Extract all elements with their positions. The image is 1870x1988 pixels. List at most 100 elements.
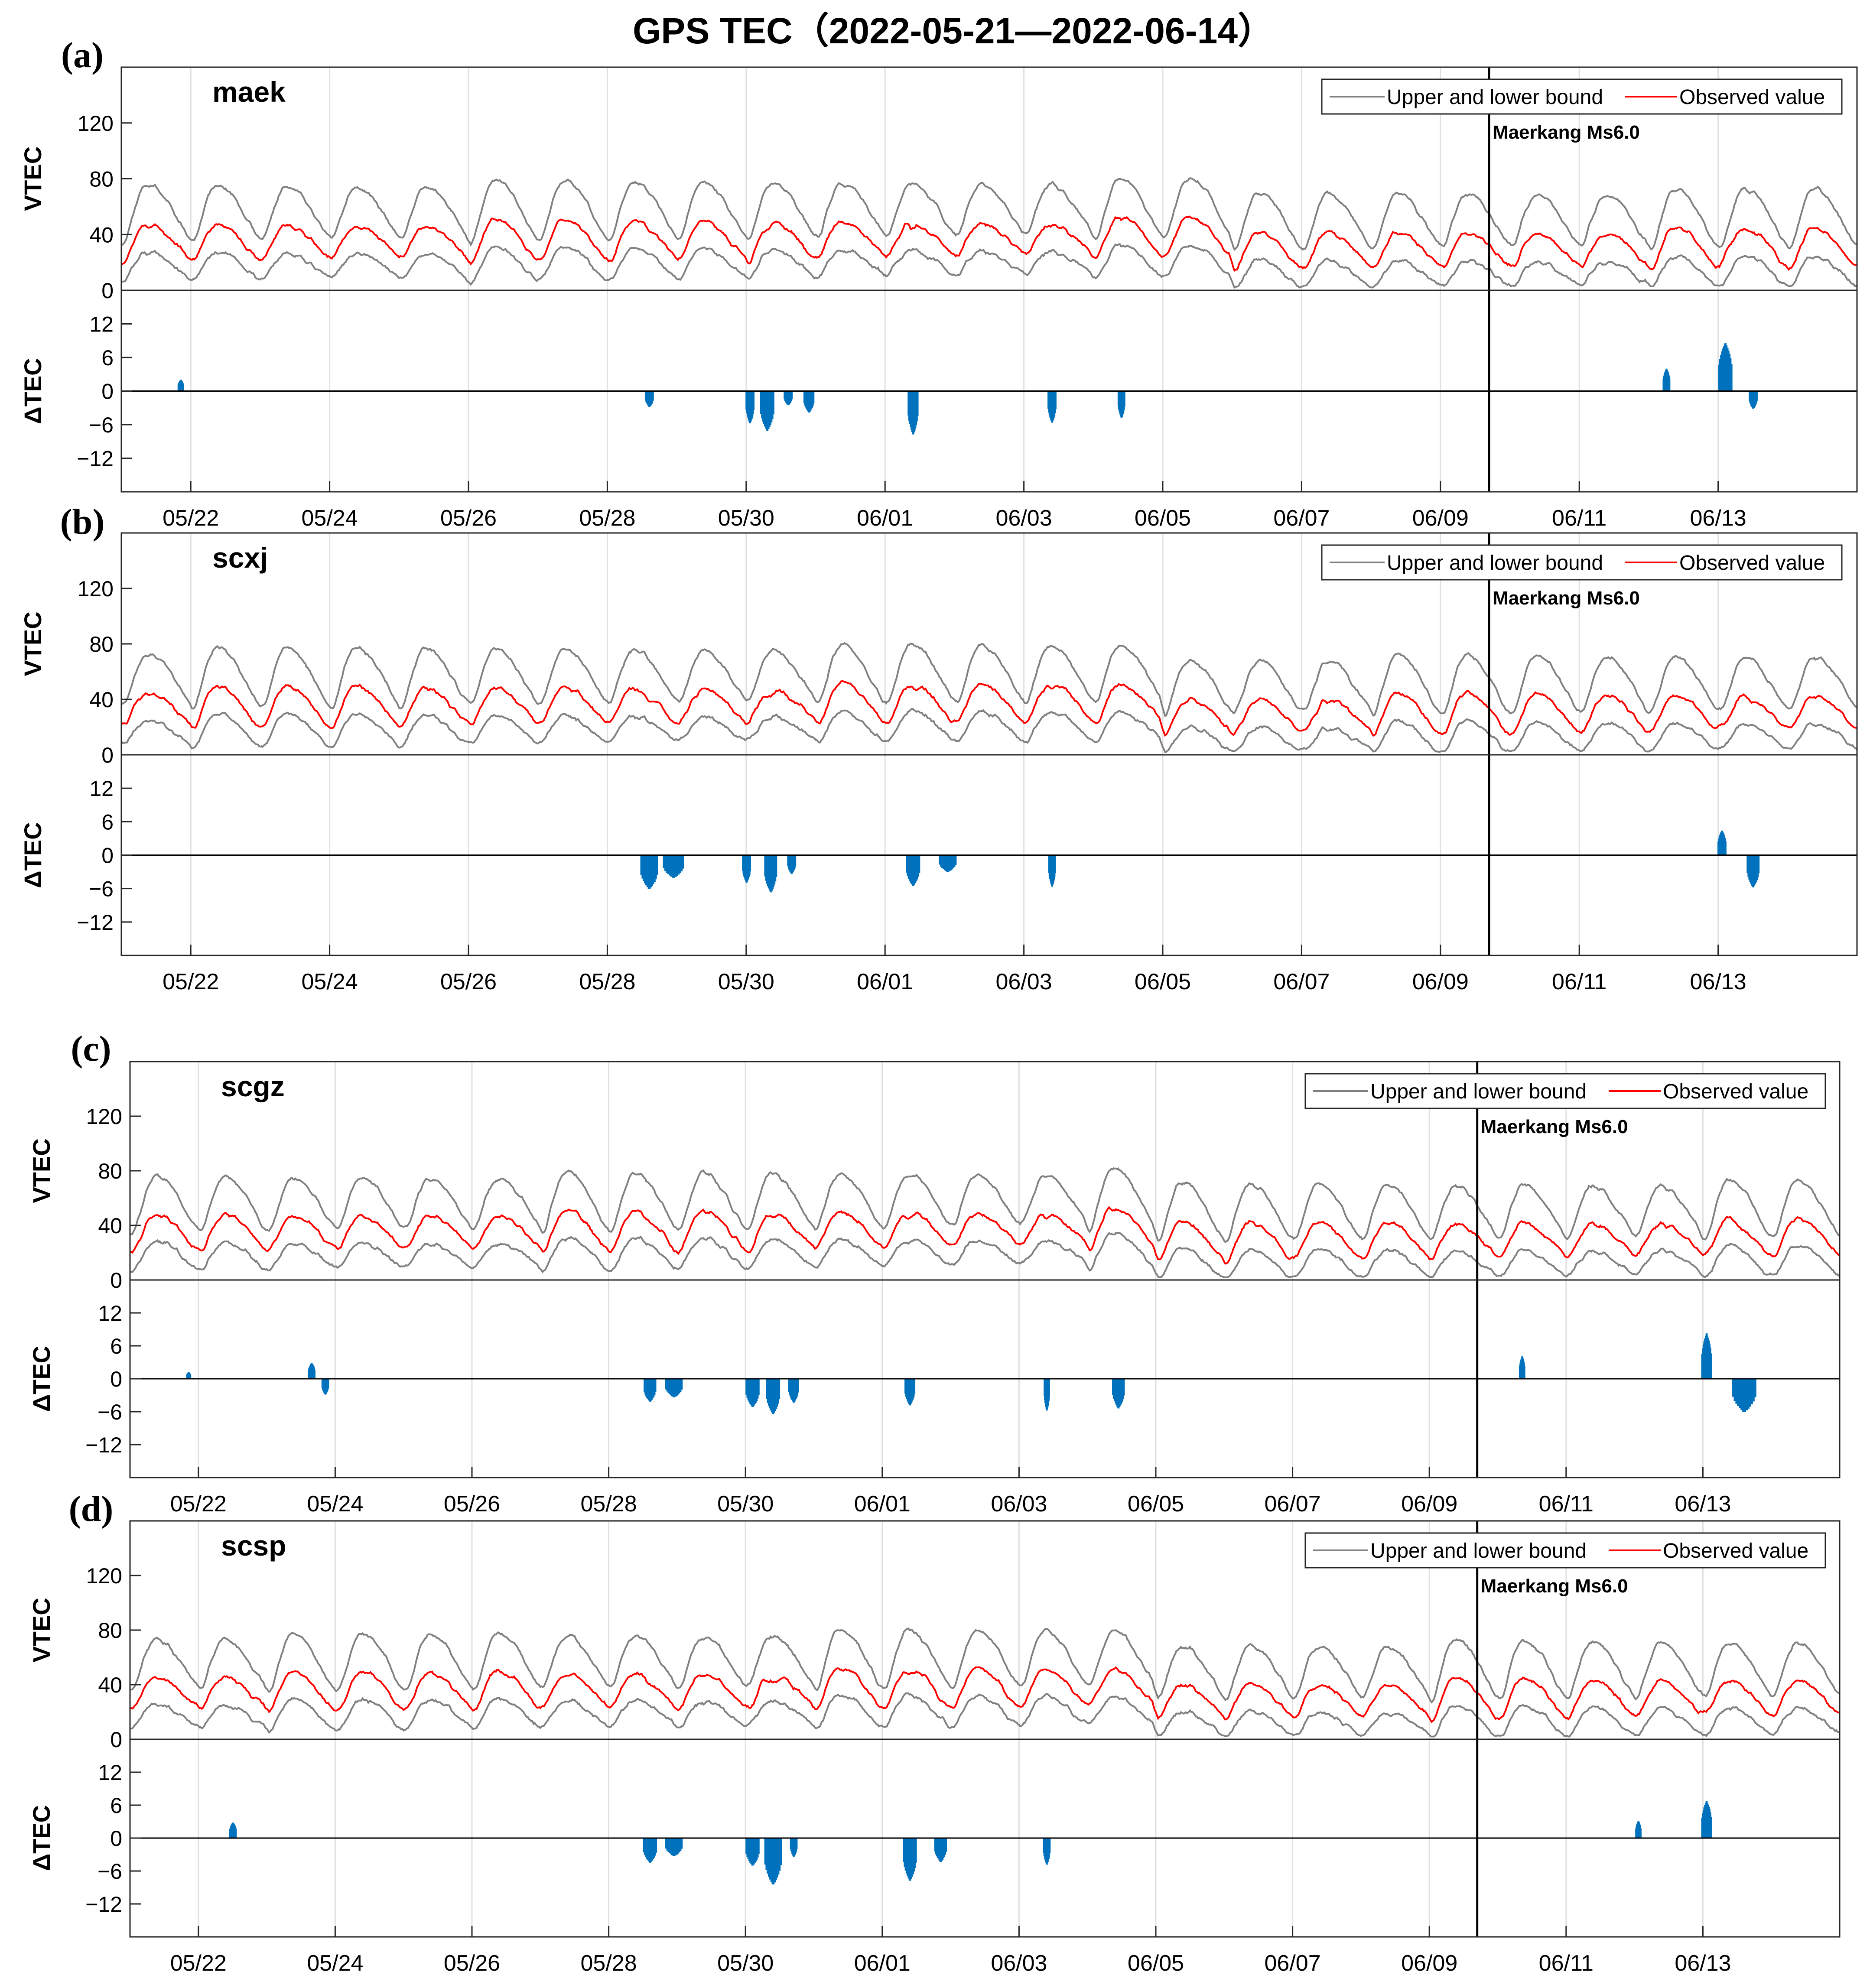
event-label: Maerkang Ms6.0 <box>1481 1116 1628 1137</box>
anomaly-bar <box>773 855 775 887</box>
anomaly-bar <box>813 391 815 404</box>
anomaly-bar <box>769 855 771 893</box>
anomaly-bar <box>808 391 810 413</box>
anomaly-bar <box>909 391 911 425</box>
anomaly-bar <box>677 1379 679 1395</box>
anomaly-bar <box>907 1379 909 1403</box>
x-tick-label: 05/22 <box>163 506 219 531</box>
anomaly-bar <box>916 391 917 426</box>
anomaly-bar <box>665 1838 667 1849</box>
anomaly-bar <box>654 1379 656 1395</box>
x-tick-label: 06/11 <box>1539 1491 1594 1517</box>
legend-box <box>1321 544 1843 581</box>
station-name: scsp <box>221 1530 286 1562</box>
anomaly-bar <box>773 1838 775 1885</box>
anomaly-bar <box>666 1838 668 1851</box>
anomaly-bar <box>643 1838 644 1853</box>
anomaly-bar <box>666 855 668 873</box>
anomaly-bar <box>749 1838 751 1863</box>
anomaly-bar <box>747 1379 749 1400</box>
anomaly-bar <box>906 855 907 873</box>
vtec-tick-label: 120 <box>86 1564 122 1588</box>
anomaly-bar <box>677 1838 679 1854</box>
anomaly-bar <box>641 855 644 879</box>
anomaly-bar <box>794 1379 796 1402</box>
dtec-axis-label: ΔTEC <box>28 1805 55 1871</box>
anomaly-bar <box>913 1838 915 1872</box>
x-tick-label: 06/07 <box>1273 969 1330 994</box>
anomaly-bar <box>909 1379 911 1406</box>
anomaly-bar <box>1721 351 1723 391</box>
anomaly-bar <box>767 855 768 887</box>
anomaly-bar <box>937 1838 938 1858</box>
anomaly-bar <box>752 1838 754 1866</box>
x-tick-label: 06/01 <box>854 1951 911 1976</box>
anomaly-bar <box>911 855 914 886</box>
anomaly-bar <box>775 1838 777 1881</box>
anomaly-bar <box>1124 391 1125 407</box>
anomaly-bar <box>650 1379 651 1402</box>
anomaly-bar <box>666 1379 668 1392</box>
anomaly-bar <box>671 1379 673 1397</box>
anomaly-bar <box>911 1379 913 1403</box>
anomaly-bar <box>1737 1379 1740 1407</box>
anomaly-bar <box>774 855 776 885</box>
anomaly-bar <box>667 1379 670 1393</box>
x-tick-label: 06/03 <box>996 969 1052 994</box>
vtec-tick-label: 120 <box>86 1104 122 1129</box>
anomaly-bar <box>812 391 814 406</box>
x-tick-label: 06/01 <box>854 1491 911 1517</box>
anomaly-bar <box>1750 1379 1753 1405</box>
anomaly-bar <box>672 855 674 878</box>
anomaly-bar <box>682 855 684 869</box>
anomaly-bar <box>1756 391 1758 401</box>
dtec-tick-label: −6 <box>89 413 114 437</box>
anomaly-bar <box>748 1838 750 1861</box>
legend-box <box>1304 1073 1826 1109</box>
anomaly-bar <box>1055 391 1057 409</box>
anomaly-bar <box>914 1379 916 1394</box>
anomaly-bar <box>652 1379 654 1399</box>
anomaly-bar <box>946 1838 947 1852</box>
anomaly-bar <box>1755 855 1757 883</box>
anomaly-bar <box>939 855 941 865</box>
anomaly-bar <box>1707 1338 1709 1379</box>
anomaly-bar <box>913 391 915 433</box>
x-tick-label: 05/28 <box>581 1951 637 1976</box>
anomaly-bar <box>753 1838 755 1865</box>
anomaly-bar <box>1117 1379 1119 1409</box>
anomaly-bar <box>914 391 916 431</box>
legend-observed-label: Observed value <box>1663 1080 1808 1103</box>
anomaly-bar <box>1702 1348 1704 1379</box>
anomaly-bar <box>911 855 912 885</box>
anomaly-bar <box>911 1838 913 1877</box>
panel-scsp: Maerkang Ms6.0 0 40 80 120 −12 −6 0 6 12 05/22 05/2… <box>28 1489 1841 1976</box>
anomaly-bar <box>653 1838 654 1859</box>
anomaly-bar <box>914 855 915 885</box>
anomaly-bar <box>905 1838 907 1874</box>
anomaly-bar <box>758 1379 760 1395</box>
anomaly-bar <box>673 855 676 878</box>
anomaly-bar <box>664 855 667 871</box>
dtec-tick-label: 12 <box>98 1761 122 1785</box>
anomaly-bar <box>916 391 918 422</box>
panel-scxj: Maerkang Ms6.0 0 40 80 120 −12 −6 0 6 12 05/22 05/2… <box>19 502 1858 994</box>
anomaly-bar <box>797 1379 799 1396</box>
legend-observed-label: Observed value <box>1663 1540 1808 1562</box>
anomaly-bar <box>1753 855 1754 888</box>
anomaly-bar <box>1701 1817 1703 1838</box>
anomaly-bar <box>758 1838 760 1855</box>
anomaly-bar <box>675 1379 677 1397</box>
anomaly-bar <box>934 1838 936 1852</box>
anomaly-bar <box>811 391 813 409</box>
anomaly-bar <box>940 1838 942 1862</box>
anomaly-bar <box>941 1838 943 1861</box>
anomaly-bar <box>647 1379 649 1400</box>
event-label: Maerkang Ms6.0 <box>1493 122 1640 143</box>
anomaly-bar <box>648 1379 650 1401</box>
panel-letter: (d) <box>69 1489 114 1529</box>
vtec-tick-label: 40 <box>98 1673 122 1697</box>
anomaly-bar <box>667 855 670 874</box>
dtec-tick-label: −12 <box>85 1892 122 1917</box>
anomaly-bar <box>913 1379 915 1397</box>
